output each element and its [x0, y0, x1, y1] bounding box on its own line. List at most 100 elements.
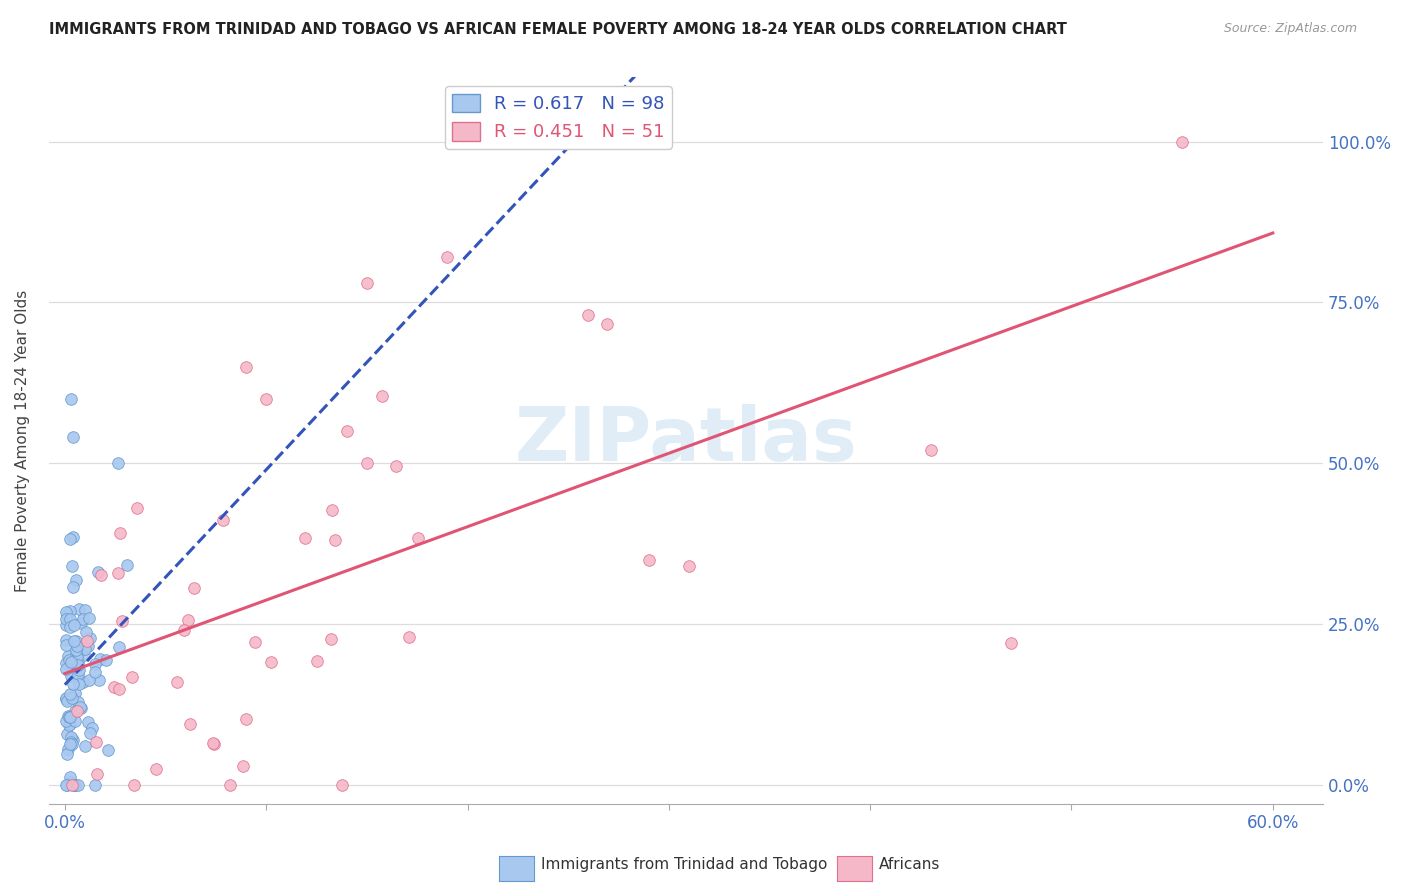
Point: [56, 694, 79, 708]
Point: [65, 573, 87, 587]
Point: [63, 714, 86, 729]
Point: [321, 632, 343, 646]
Point: [58, 653, 80, 667]
Point: [62, 732, 84, 747]
Point: [65, 643, 87, 657]
Point: [73, 603, 96, 617]
Point: [69, 700, 91, 714]
Point: [254, 392, 277, 406]
Point: [179, 717, 201, 731]
Point: [321, 503, 343, 517]
Point: [75, 739, 97, 753]
Point: [260, 656, 283, 670]
Point: [59, 770, 82, 784]
Point: [83, 665, 105, 680]
Point: [330, 778, 353, 792]
Point: [166, 674, 188, 689]
Point: [55, 605, 77, 619]
Point: [67, 663, 90, 677]
Point: [103, 680, 125, 694]
Point: [596, 317, 619, 331]
Point: [73, 648, 96, 662]
Point: [86, 565, 108, 579]
Point: [67, 645, 90, 659]
Point: [77, 611, 100, 625]
Point: [62, 677, 84, 691]
Point: [59, 612, 82, 626]
Point: [110, 526, 132, 541]
Point: [55, 662, 77, 676]
Point: [436, 251, 458, 265]
Point: [59, 533, 82, 547]
Point: [59, 730, 82, 744]
Point: [336, 424, 359, 438]
Point: [121, 670, 143, 684]
Point: [235, 712, 257, 726]
Point: [678, 559, 700, 574]
Point: [385, 458, 408, 473]
Point: [56, 778, 79, 792]
Point: [305, 653, 328, 667]
Point: [59, 392, 82, 406]
Point: [66, 704, 89, 718]
Point: [87, 673, 110, 687]
Point: [55, 692, 77, 706]
Point: [62, 430, 84, 444]
Point: [55, 608, 77, 623]
Point: [94, 653, 117, 667]
Point: [90, 568, 112, 582]
Point: [55, 691, 77, 706]
Point: [183, 582, 205, 596]
Point: [72, 675, 94, 690]
Point: [84, 735, 107, 749]
Point: [637, 552, 659, 566]
Point: [110, 614, 132, 628]
Point: [59, 620, 82, 634]
Point: [65, 634, 87, 648]
Point: [59, 655, 82, 669]
Point: [73, 642, 96, 657]
Point: [66, 778, 89, 792]
Point: [58, 710, 80, 724]
Point: [201, 736, 224, 750]
Text: Source: ZipAtlas.com: Source: ZipAtlas.com: [1223, 22, 1357, 36]
Point: [59, 604, 82, 618]
Point: [67, 602, 90, 616]
Point: [60, 690, 83, 705]
Point: [56, 648, 79, 663]
Point: [66, 666, 89, 681]
Point: [70, 616, 93, 631]
Point: [67, 695, 90, 709]
Point: [65, 647, 87, 661]
Point: [59, 737, 82, 751]
Point: [356, 276, 378, 290]
Point: [69, 700, 91, 714]
Legend: R = 0.617   N = 98, R = 0.451   N = 51: R = 0.617 N = 98, R = 0.451 N = 51: [446, 87, 672, 149]
Point: [59, 659, 82, 673]
Point: [232, 759, 254, 773]
Point: [56, 709, 79, 723]
Point: [66, 649, 89, 664]
Point: [1171, 135, 1194, 149]
Point: [356, 456, 378, 470]
Point: [59, 775, 82, 789]
Point: [370, 389, 392, 403]
Point: [62, 778, 84, 792]
Point: [62, 530, 84, 544]
Point: [77, 639, 100, 653]
Point: [107, 456, 129, 470]
Point: [55, 612, 77, 626]
Point: [62, 580, 84, 594]
Point: [79, 631, 101, 645]
Point: [77, 673, 100, 687]
Point: [173, 623, 195, 637]
Point: [107, 566, 129, 580]
Point: [63, 634, 86, 648]
Point: [86, 767, 108, 781]
Point: [177, 613, 200, 627]
Point: [124, 778, 146, 792]
Point: [55, 638, 77, 652]
Point: [115, 558, 138, 572]
Point: [58, 742, 80, 756]
Point: [127, 501, 149, 516]
